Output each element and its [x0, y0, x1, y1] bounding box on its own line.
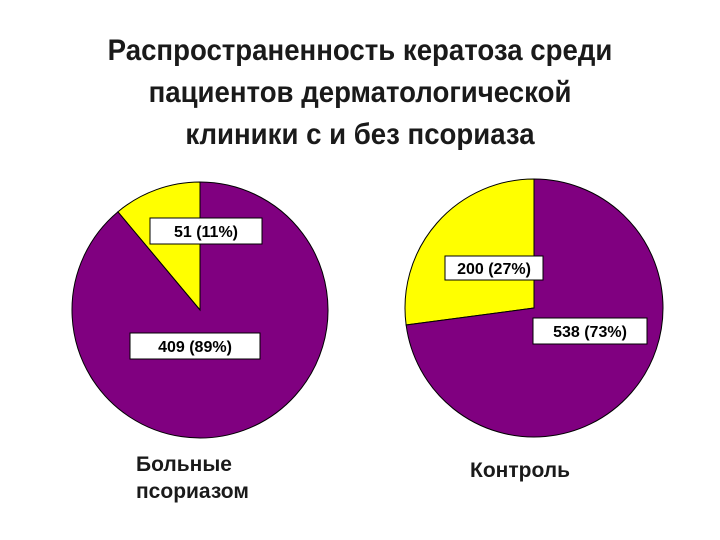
- pie-1-slice-2: [71, 181, 329, 439]
- pie-1-data-label-2-box: [129, 332, 261, 360]
- pie-2-data-label-2-text: 538 (73%): [553, 324, 627, 341]
- pie-1-data-label-2: 409 (89%): [129, 332, 261, 360]
- pie-2-data-label-1-box: [444, 255, 544, 281]
- pie-2-slice-1: [404, 178, 535, 326]
- pie-2-slice-2: [405, 178, 664, 438]
- pie-1-caption: Больные псориазом: [136, 451, 249, 505]
- pie-2-data-label-2: 538 (73%): [532, 317, 648, 345]
- pie-2-data-label-2-box: [532, 317, 648, 345]
- pie-2-data-label-1: 200 (27%): [444, 255, 544, 281]
- chart-title-line-3: клиники с и без псориаза: [185, 118, 535, 151]
- pie-1-data-label-1-text: 51 (11%): [174, 224, 238, 241]
- pie-2-caption: Контроль: [470, 457, 570, 484]
- chart-title-line-1: Распространенность кератоза среди: [107, 34, 613, 67]
- pie-1-caption-line-2: псориазом: [136, 480, 249, 503]
- pie-1-data-label-2-text: 409 (89%): [158, 339, 232, 356]
- chart-title-line-2: пациентов дерматологической: [148, 76, 572, 109]
- pie-1-data-label-1: 51 (11%): [149, 217, 263, 245]
- pie-1-slice-1: [117, 181, 201, 312]
- pie-1-data-label-1-box: [149, 217, 263, 245]
- pie-2-data-label-1-text: 200 (27%): [457, 261, 531, 278]
- pie-1-caption-line-1: Больные: [136, 453, 232, 476]
- chart-title: Распространенность кератоза среди пациен…: [29, 30, 691, 156]
- pie-2-caption-line-1: Контроль: [470, 459, 570, 482]
